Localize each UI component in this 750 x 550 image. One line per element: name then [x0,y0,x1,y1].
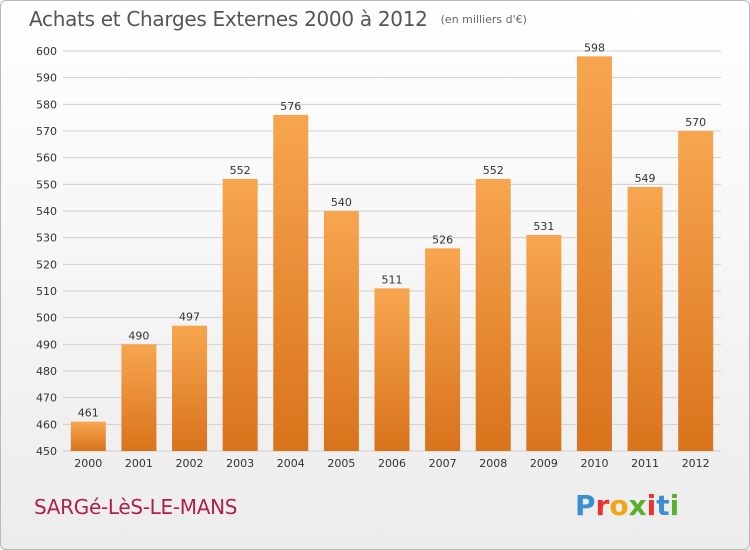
x-tick-label-2003: 2003 [226,457,254,470]
logo-letter: r [595,489,610,522]
x-tick-label-2004: 2004 [277,457,305,470]
data-label-2001: 490 [128,329,149,342]
x-tick-label-2000: 2000 [74,457,102,470]
x-tick-label-2005: 2005 [327,457,355,470]
logo-letter: t [656,489,670,522]
x-tick-label-2006: 2006 [378,457,406,470]
data-label-2010: 598 [584,41,605,54]
data-label-2011: 549 [635,172,656,185]
data-label-2009: 531 [533,220,554,233]
x-tick-label-2011: 2011 [631,457,659,470]
y-tick-label: 520 [36,258,57,271]
bar-2002 [172,325,208,451]
y-tick-label: 500 [36,312,57,325]
y-tick-label: 480 [36,365,57,378]
bars [70,56,714,451]
x-tick-label-2010: 2010 [580,457,608,470]
bar-2012 [678,131,714,451]
y-tick-label: 510 [36,285,57,298]
bar-2010 [576,56,612,451]
x-axis-ticks: 2000 2001 2002 2003 2004 2005 2006 2007 2008 2009… [74,457,709,470]
x-tick-label-2008: 2008 [479,457,507,470]
y-tick-label: 530 [36,232,57,245]
logo-letter: i [646,489,657,522]
data-label-2000: 461 [78,407,99,420]
bar-2003 [222,179,258,451]
x-tick-label-2012: 2012 [682,457,710,470]
bar-2007 [425,248,461,451]
data-label-2004: 576 [280,100,301,113]
data-label-2012: 570 [685,116,706,129]
logo-letter: o [609,489,629,522]
x-tick-label-2009: 2009 [530,457,558,470]
x-tick-label-2002: 2002 [176,457,204,470]
x-tick-label-2001: 2001 [125,457,153,470]
data-labels: 461 490 497 552 576 540 511 526 552 531 598 549 570 [78,41,706,419]
data-label-2006: 511 [382,273,403,286]
y-tick-label: 550 [36,178,57,191]
data-label-2003: 552 [230,164,251,177]
y-tick-label: 570 [36,125,57,138]
data-label-2005: 540 [331,196,352,209]
proxiti-logo: Proxiti [575,489,679,522]
chart-subtitle: (en milliers d'€) [440,13,527,26]
data-label-2002: 497 [179,311,200,324]
logo-letter: x [628,489,647,522]
y-tick-label: 490 [36,338,57,351]
y-axis-ticks: 450 460 470 480 490 500 510 520 530 540 550 560 570 5… [36,45,57,458]
logo-letter: P [575,489,596,522]
y-tick-label: 470 [36,392,57,405]
data-label-2007: 526 [432,233,453,246]
bar-2008 [475,179,511,451]
logo-letter: i [669,489,680,522]
bar-2001 [121,344,157,451]
x-tick-label-2007: 2007 [429,457,457,470]
y-tick-label: 460 [36,418,57,431]
bar-2000 [70,421,106,451]
bar-2009 [526,235,562,451]
title-row: Achats et Charges Externes 2000 à 2012 (… [29,7,527,31]
y-tick-label: 540 [36,205,57,218]
chart-title: Achats et Charges Externes 2000 à 2012 [29,7,428,31]
bar-2011 [627,187,663,451]
y-tick-label: 560 [36,152,57,165]
commune-name: SARGé-LèS-LE-MANS [34,495,238,519]
y-tick-label: 590 [36,72,57,85]
bar-2004 [273,115,309,451]
y-tick-label: 450 [36,445,57,458]
bar-2005 [323,211,359,451]
bar-2006 [374,288,410,451]
y-tick-label: 580 [36,98,57,111]
y-tick-label: 600 [36,45,57,58]
data-label-2008: 552 [483,164,504,177]
